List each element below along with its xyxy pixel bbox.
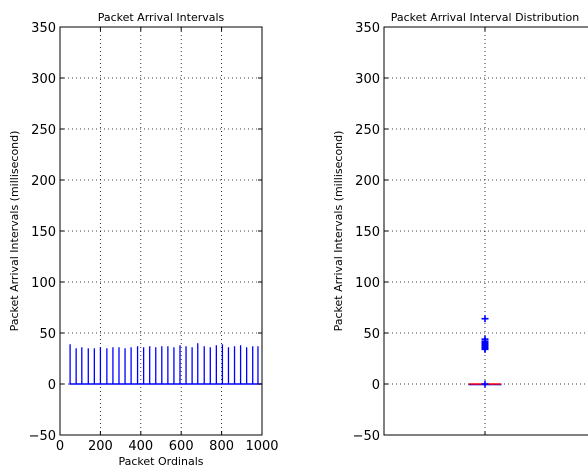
left-y-tick-label: 300 xyxy=(31,72,56,87)
right-box xyxy=(468,315,502,388)
right-y-tick-label: 200 xyxy=(355,174,380,189)
right-y-axis-label: Packet Arrival Intervals (millisecond) xyxy=(332,131,345,332)
left-x-tick-label: 400 xyxy=(128,439,153,454)
left-y-tick-label: 350 xyxy=(31,21,56,36)
right-plot-frame xyxy=(383,26,588,436)
right-y-tick-label: 300 xyxy=(355,72,380,87)
right-y-tick-label: 100 xyxy=(355,276,380,291)
left-y-tick-label: 50 xyxy=(39,327,56,342)
right-y-tick-label: 50 xyxy=(363,327,380,342)
left-x-tick-label: 1000 xyxy=(245,439,278,454)
left-x-tick-label: 600 xyxy=(169,439,194,454)
right-y-tick-label: 150 xyxy=(355,225,380,240)
right-y-tick-label: −50 xyxy=(353,429,380,444)
left-series xyxy=(69,343,262,385)
right-y-tick-label: 350 xyxy=(355,21,380,36)
left-y-tick-label: 200 xyxy=(31,174,56,189)
right-ticks: −50 0 50 100 150 200 250 300 350 xyxy=(353,21,486,444)
right-y-tick-label: 250 xyxy=(355,123,380,138)
left-y-tick-label: −50 xyxy=(29,429,56,444)
left-y-tick-label: 100 xyxy=(31,276,56,291)
right-outlier-marker xyxy=(481,315,489,323)
left-chart-title: Packet Arrival Intervals xyxy=(98,11,225,24)
left-y-axis-label: Packet Arrival Intervals (millisecond) xyxy=(8,131,21,332)
right-y-tick-label: 0 xyxy=(372,378,380,393)
right-chart-title: Packet Arrival Interval Distribution xyxy=(391,11,580,24)
right-chart: −50 0 50 100 150 200 250 300 350 Packet Arrival … xyxy=(332,11,588,444)
left-y-tick-label: 150 xyxy=(31,225,56,240)
left-grid xyxy=(60,27,262,435)
left-x-tick-label: 800 xyxy=(209,439,234,454)
left-x-tick-label: 0 xyxy=(56,439,64,454)
left-x-axis-label: Packet Ordinals xyxy=(118,455,203,468)
right-grid xyxy=(384,27,588,435)
left-x-tick-label: 200 xyxy=(88,439,113,454)
left-y-tick-label: 250 xyxy=(31,123,56,138)
left-y-tick-label: 0 xyxy=(48,378,56,393)
right-outlier-marker xyxy=(481,335,489,343)
right-outlier-marker xyxy=(481,380,489,388)
